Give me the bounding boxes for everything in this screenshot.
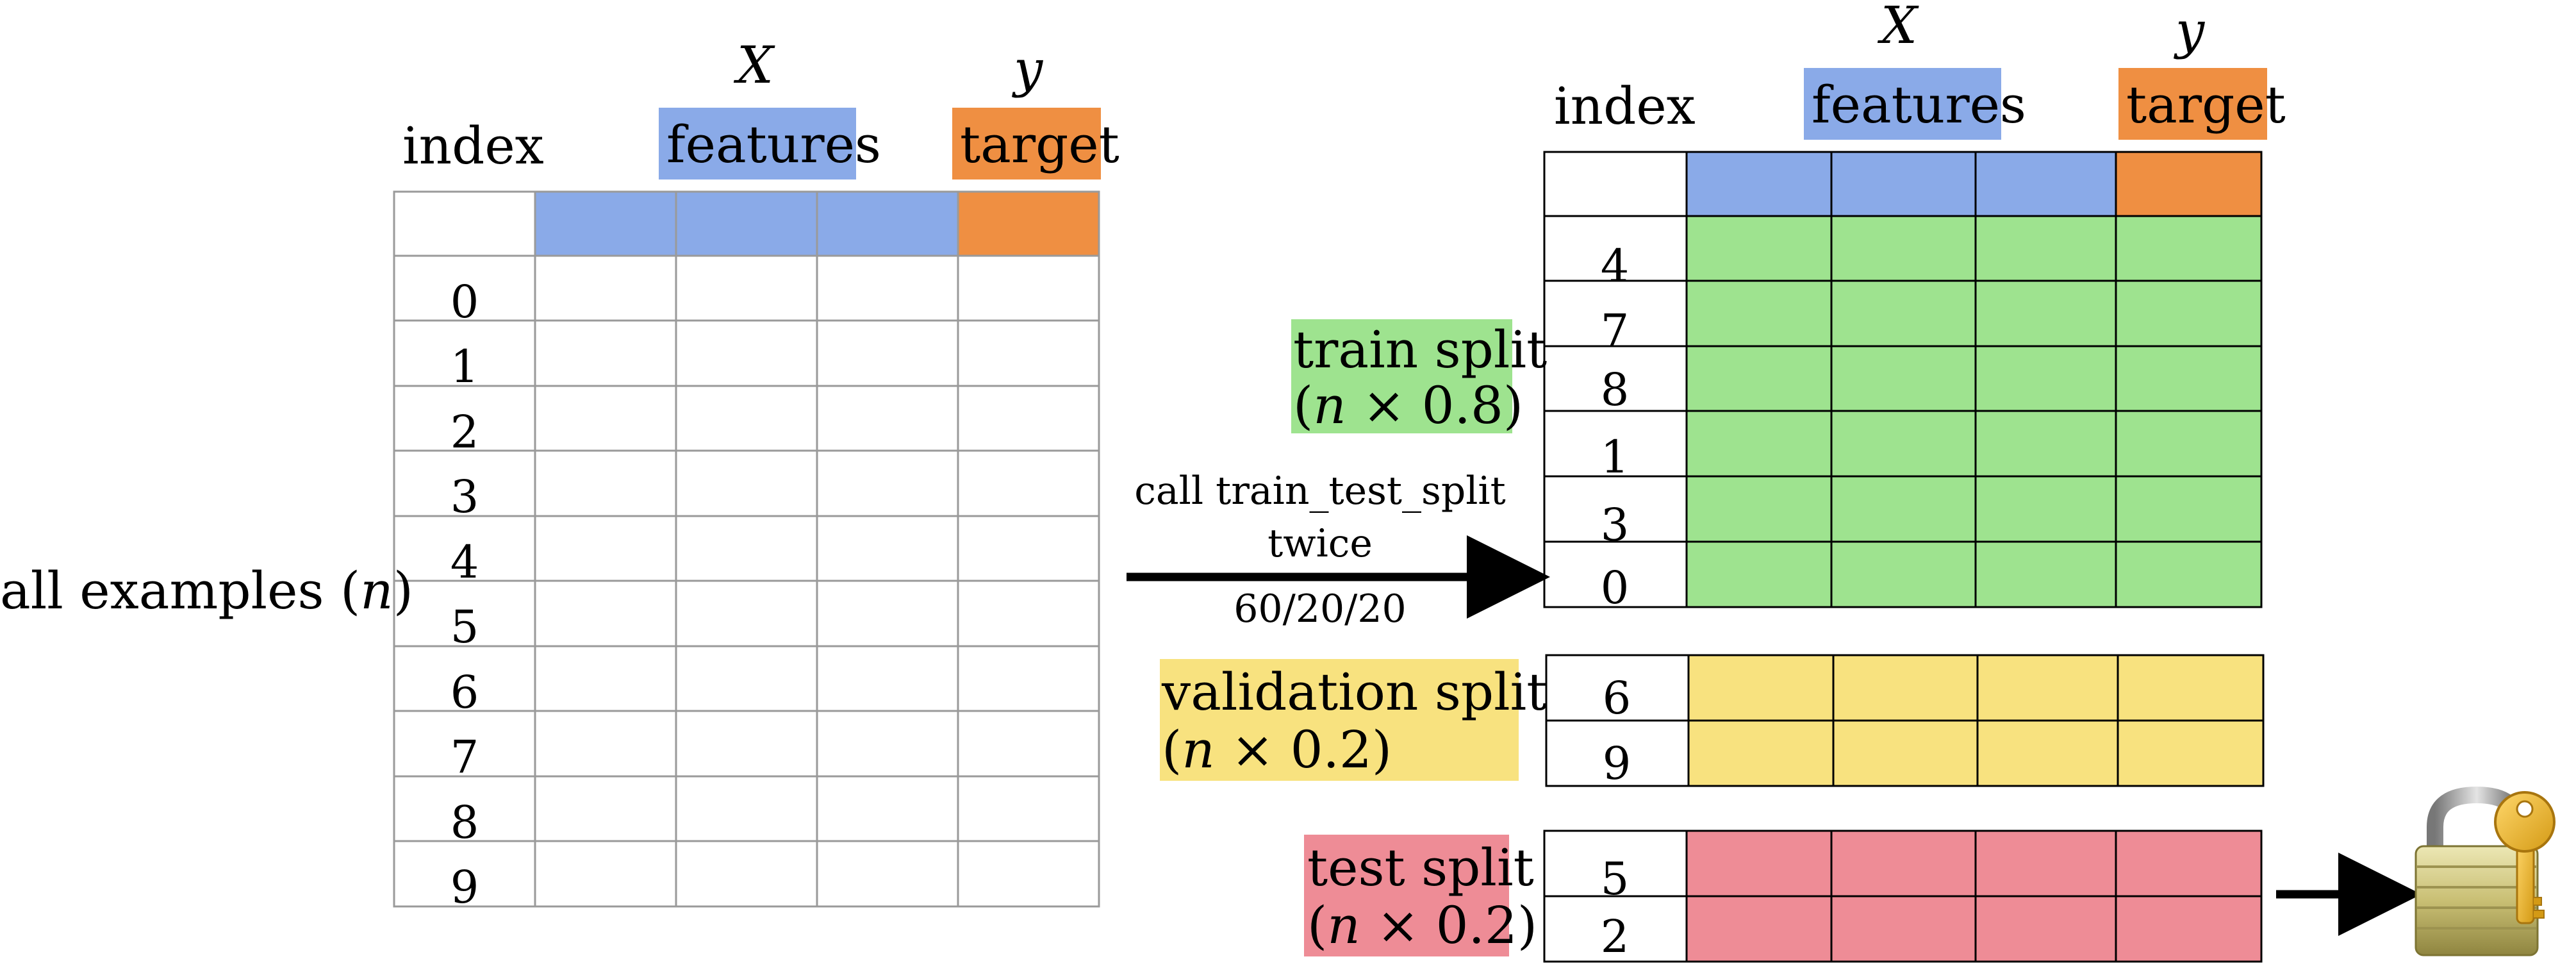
left-row-index: 2 (450, 406, 479, 458)
test-table-grid (1543, 830, 2263, 963)
right-target-highlight (2118, 68, 2267, 140)
train-row-index: 7 (1600, 305, 1630, 357)
arrow-line2: twice (1267, 521, 1373, 566)
left-table-grid (393, 190, 1100, 908)
left-row-index: 4 (450, 536, 479, 588)
arrow-line1: call train_test_split (1134, 469, 1506, 513)
test-split-formula: (n × 0.2) (1307, 896, 1538, 955)
test-table (1543, 830, 2263, 963)
right-features-header-cell (1687, 152, 2116, 216)
arrow-caption-top: call train_test_split twice (1115, 472, 1525, 563)
left-target-label: target (960, 115, 1119, 174)
train-row-index: 1 (1600, 431, 1630, 483)
right-index-header: index (1554, 76, 1696, 136)
test-row-index: 5 (1600, 853, 1630, 905)
right-target-label: target (2126, 75, 2286, 135)
right-y-label: y (2176, 1, 2205, 60)
left-target-highlight (952, 108, 1101, 179)
left-y-label: y (1014, 39, 1043, 99)
train-row-index: 8 (1600, 363, 1630, 416)
train-row-index: 4 (1600, 240, 1630, 292)
left-row-index: 9 (450, 861, 479, 914)
validation-row-index: 9 (1602, 737, 1631, 790)
left-features-label: features (666, 115, 881, 174)
test-row-index: 2 (1600, 910, 1630, 963)
all-examples-caption: all examples (n) (0, 561, 413, 621)
left-row-index: 6 (450, 666, 479, 719)
left-table (393, 190, 1100, 908)
left-target-header-cell (958, 192, 1099, 256)
train-split-label: train split (1293, 320, 1548, 380)
validation-row-index: 6 (1602, 672, 1631, 724)
left-row-index: 0 (450, 276, 479, 328)
left-row-index: 5 (450, 601, 479, 653)
train-row-index: 3 (1600, 499, 1630, 551)
left-row-index: 8 (450, 796, 479, 849)
right-features-highlight (1804, 68, 2001, 140)
train-table-grid (1543, 151, 2263, 608)
left-row-index: 1 (450, 340, 479, 393)
left-features-header-cell (535, 192, 958, 256)
left-row-index: 7 (450, 731, 479, 783)
left-x-label: X (737, 35, 773, 95)
left-row-index: 3 (450, 471, 479, 523)
train-split-formula: (n × 0.8) (1293, 376, 1524, 435)
right-features-label: features (1812, 75, 2026, 135)
train-label-highlight (1291, 319, 1512, 433)
validation-label-highlight (1160, 659, 1519, 781)
validation-table (1545, 654, 2265, 787)
validation-table-grid (1545, 654, 2265, 787)
right-x-label: X (1881, 0, 1917, 55)
train-row-index: 0 (1600, 562, 1630, 614)
validation-split-formula: (n × 0.2) (1162, 720, 1392, 780)
padlock-key-icon (2415, 786, 2555, 956)
train-table (1543, 151, 2263, 608)
left-index-header: index (402, 116, 544, 176)
validation-split-label: validation split (1162, 662, 1548, 722)
left-features-highlight (659, 108, 856, 179)
arrow-line3: 60/20/20 (1234, 587, 1407, 631)
right-target-header-cell (2116, 152, 2261, 216)
test-split-label: test split (1307, 838, 1534, 897)
test-label-highlight (1304, 835, 1509, 956)
